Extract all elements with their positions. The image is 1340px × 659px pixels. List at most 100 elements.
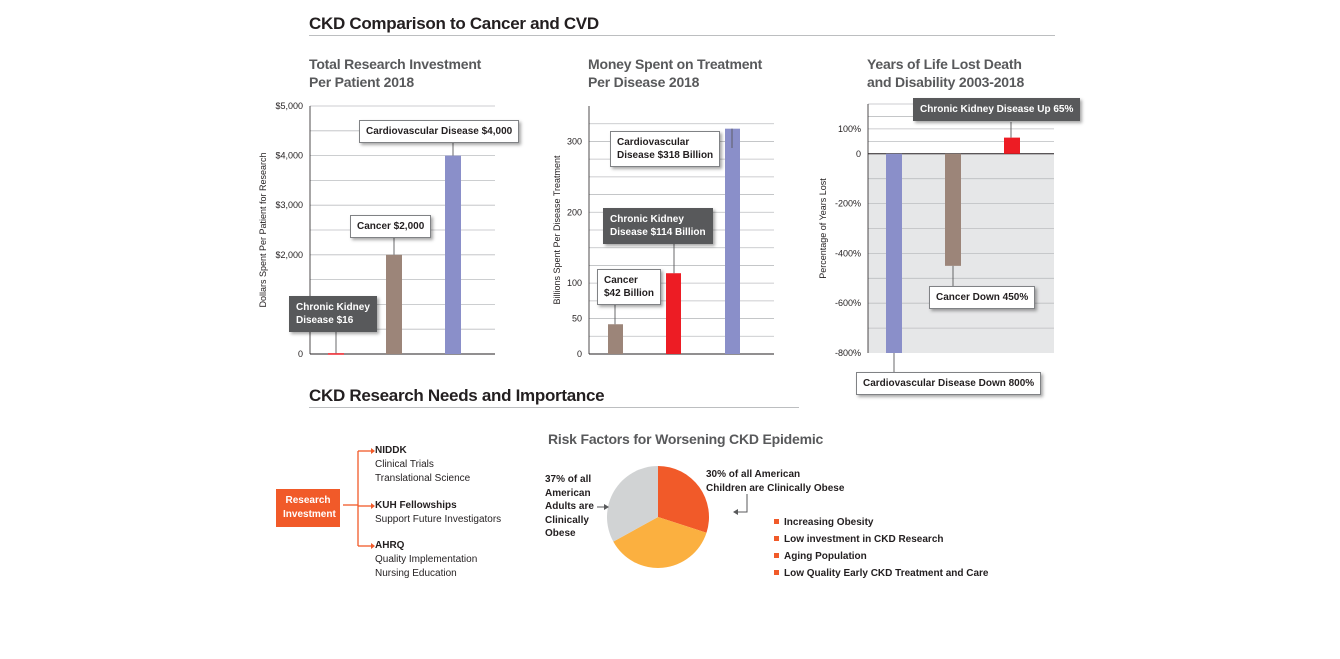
chart2-callout-cancer-line2: $42 Billion: [604, 288, 655, 299]
bar-chronic-kidney-disease: [666, 273, 681, 354]
chart1-callout-cvd-line1: Cardiovascular Disease $4,000: [366, 126, 513, 137]
research-item-kuh: KUH Fellowships Support Future Investiga…: [375, 499, 501, 527]
risk-factor-list: Increasing Obesity Low investment in CKD…: [774, 514, 989, 582]
chart2-callout-cancer-line1: Cancer: [604, 275, 638, 286]
research-item-line: Nursing Education: [375, 568, 457, 579]
chart3-callout-cvd: Cardiovascular Disease Down 800%: [856, 372, 1042, 395]
pie-label-adults: 37% of all American Adults are Clinicall…: [545, 473, 594, 541]
chart1-callout-ckd-line2: Disease $16: [296, 315, 354, 326]
pointer-arrow-icon: [733, 509, 738, 515]
y-tick-label: $2,000: [275, 250, 303, 260]
chart1-title-line1: Total Research Investment: [309, 56, 482, 72]
chart2-callout-cancer: Cancer $42 Billion: [597, 269, 662, 305]
research-item-line: Translational Science: [375, 473, 471, 484]
chart2-callout-ckd-line1: Chronic Kidney: [610, 214, 684, 225]
y-tick-label: $5,000: [275, 101, 303, 111]
research-item-title: KUH Fellowships: [375, 500, 457, 511]
chart1-title-line2: Per Patient 2018: [309, 74, 414, 90]
pie-slice: [613, 517, 707, 568]
chart2-callout-cvd-line1: Cardiovascular: [617, 137, 690, 148]
bar-charts: 0 $2,000 $3,000 $4,000 $5,000 Dollars Spent P…: [258, 101, 1054, 372]
bar-cardiovascular-disease: [886, 153, 902, 353]
research-item-line: Clinical Trials: [375, 459, 434, 470]
chart2-title-line2: Per Disease 2018: [588, 74, 700, 90]
chart2-title: Money Spent on Treatment Per Disease 201…: [588, 55, 762, 91]
y-tick-label: 0: [856, 149, 861, 159]
chart3-title-line1: Years of Life Lost Death: [867, 56, 1022, 72]
pie-slice: [607, 466, 658, 542]
y-tick-label: -400%: [835, 248, 861, 258]
section2-rule: [309, 407, 799, 408]
y-tick-label: -800%: [835, 348, 861, 358]
bullet-square-icon: [774, 519, 779, 524]
y-tick-label: 0: [298, 349, 303, 359]
pie-label-adults-line: Obese: [545, 528, 576, 539]
research-box-line1: Research: [285, 495, 331, 506]
bar-cancer: [386, 254, 402, 354]
risk-factor-item: Increasing Obesity: [774, 514, 989, 531]
bar-cardiovascular-disease: [445, 155, 461, 354]
research-investment-box: Research Investment: [276, 489, 340, 527]
chart2-callout-cvd: Cardiovascular Disease $318 Billion: [610, 131, 721, 167]
bar-chronic-kidney-disease: [328, 353, 344, 355]
pie-label-adults-line: Clinically: [545, 514, 589, 526]
chart3-title-line2: and Disability 2003-2018: [867, 74, 1025, 90]
chart2-callout-ckd: Chronic Kidney Disease $114 Billion: [603, 208, 713, 244]
arrow-kuh-icon: [371, 503, 375, 509]
risk-factor-item: Low Quality Early CKD Treatment and Care: [774, 565, 989, 582]
risk-factor-text: Increasing Obesity: [784, 517, 874, 528]
chart3-group: 100% 0 -200% -400% -600% -800% Percentage of Y…: [818, 103, 1054, 372]
pie-label-adults-line: Adults are: [545, 501, 594, 512]
chart3-callout-ckd-line1: Chronic Kidney Disease Up 65%: [920, 104, 1074, 115]
chart2-callout-ckd-line2: Disease $114 Billion: [610, 227, 706, 238]
chart1-callout-cancer: Cancer $2,000: [350, 215, 432, 238]
chart3-callout-ckd: Chronic Kidney Disease Up 65%: [913, 98, 1081, 121]
y-axis-title: Billions Spent Per Disease Treatment: [552, 155, 562, 305]
risk-factor-text: Low Quality Early CKD Treatment and Care: [784, 568, 989, 579]
bullet-square-icon: [774, 536, 779, 541]
research-item-title: AHRQ: [375, 540, 405, 551]
y-axis-title: Dollars Spent Per Patient for Research: [258, 152, 268, 307]
pie-label-children-line1: 30% of all American: [706, 469, 801, 480]
risk-factor-text: Aging Population: [784, 551, 867, 562]
page-title: CKD Comparison to Cancer and CVD: [309, 14, 599, 33]
chart2-title-line1: Money Spent on Treatment: [588, 56, 763, 72]
bullet-square-icon: [774, 553, 779, 558]
research-connector: [343, 448, 375, 549]
chart1-callout-cvd: Cardiovascular Disease $4,000: [359, 120, 520, 143]
y-tick-label: 0: [577, 349, 582, 359]
research-item-line: Quality Implementation: [375, 554, 478, 565]
chart3-callout-cancer-line1: Cancer Down 450%: [936, 292, 1029, 303]
y-tick-label: 50: [572, 314, 582, 324]
chart1-callout-ckd: Chronic Kidney Disease $16: [289, 296, 377, 332]
title-rule: [309, 35, 1055, 36]
y-axis-title: Percentage of Years Lost: [818, 178, 828, 279]
pie-label-children-line2: Children are Clinically Obese: [706, 482, 845, 494]
bar-chronic-kidney-disease: [1004, 137, 1020, 154]
risk-factor-item: Low investment in CKD Research: [774, 531, 989, 548]
y-tick-label: 300: [567, 136, 582, 146]
chart3-callout-cvd-line1: Cardiovascular Disease Down 800%: [863, 378, 1035, 389]
chart3-title: Years of Life Lost Death and Disability …: [867, 55, 1024, 91]
pie-pointer-children: [736, 494, 748, 513]
bar-cancer: [945, 153, 961, 266]
bar-cardiovascular-disease: [725, 128, 740, 354]
y-tick-label: -200%: [835, 199, 861, 209]
arrow-niddk-icon: [371, 448, 375, 454]
risk-factor-item: Aging Population: [774, 548, 989, 565]
research-box-line2: Investment: [283, 509, 336, 520]
y-tick-label: -600%: [835, 298, 861, 308]
bullet-square-icon: [774, 570, 779, 575]
research-item-ahrq: AHRQ Quality Implementation Nursing Educ…: [375, 539, 477, 581]
pointer-arrow-icon: [604, 504, 609, 510]
chart1-callout-ckd-line1: Chronic Kidney: [296, 302, 370, 313]
research-item-title: NIDDK: [375, 445, 407, 456]
pie-slice: [658, 466, 709, 533]
chart2-callout-cvd-line2: Disease $318 Billion: [617, 150, 714, 161]
pie-chart: [597, 466, 748, 568]
chart1-callout-cancer-line1: Cancer $2,000: [357, 221, 425, 232]
bar-cancer: [608, 324, 623, 354]
pie-title: Risk Factors for Worsening CKD Epidemic: [548, 431, 824, 447]
y-tick-label: 100: [567, 278, 582, 288]
y-tick-label: $4,000: [275, 151, 303, 161]
